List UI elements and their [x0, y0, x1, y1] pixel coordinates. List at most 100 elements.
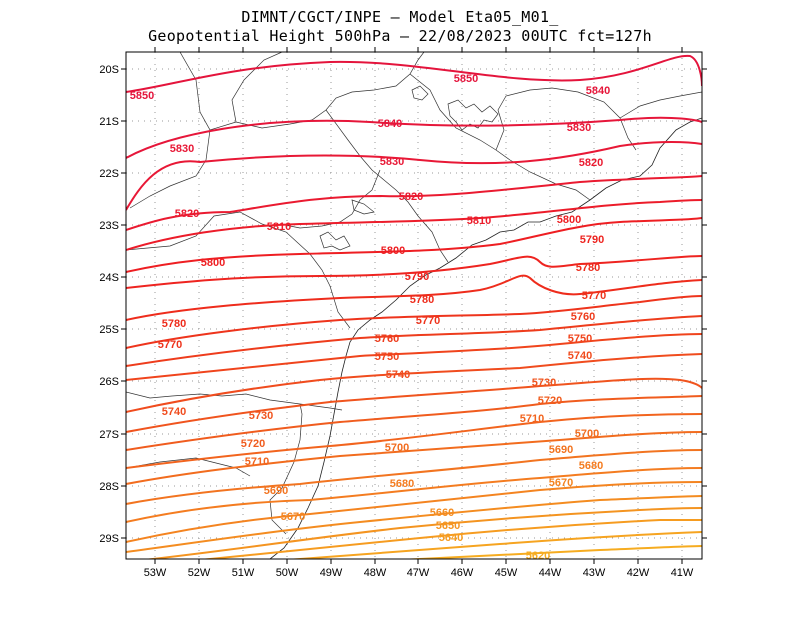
- contour-5700: [126, 431, 702, 485]
- contour-label: 5670: [549, 477, 573, 489]
- lon-label: 53W: [144, 567, 167, 579]
- contour-5750: [126, 333, 702, 381]
- state-borders: [126, 52, 702, 535]
- lat-label: 23S: [99, 220, 119, 232]
- contour-label: 5800: [557, 214, 581, 226]
- lat-label: 22S: [99, 168, 119, 180]
- contour-label: 5670: [281, 511, 305, 523]
- contour-label: 5680: [579, 460, 603, 472]
- contour-5760: [126, 315, 702, 367]
- contour-5720: [126, 395, 702, 451]
- contour-label: 5720: [538, 395, 562, 407]
- contour-label: 5710: [245, 456, 269, 468]
- contour-5740: [126, 353, 702, 413]
- contour-label: 5680: [390, 478, 414, 490]
- contour-label: 5790: [580, 234, 604, 246]
- contour-5630: [286, 531, 702, 559]
- contour-5820: [126, 175, 702, 231]
- lat-label: 21S: [99, 116, 119, 128]
- contour-label: 5810: [267, 221, 291, 233]
- contour-label: 5740: [386, 369, 410, 381]
- lon-label: 44W: [539, 567, 562, 579]
- contour-label: 5820: [399, 191, 423, 203]
- contour-label: 5760: [571, 311, 595, 323]
- contour-label: 5740: [162, 406, 186, 418]
- lon-label: 52W: [188, 567, 211, 579]
- contour-label: 5660: [430, 507, 454, 519]
- contour-5800: [126, 217, 702, 273]
- contour-label: 5780: [162, 318, 186, 330]
- contour-label: 5750: [568, 333, 592, 345]
- coastline: [269, 117, 702, 559]
- lat-ticks: [121, 68, 707, 539]
- lat-label: 29S: [99, 533, 119, 545]
- contour-labels: 5850 5850 5840 5840 5830 5830 5830 5820 …: [130, 73, 610, 562]
- lon-label: 47W: [407, 567, 430, 579]
- contour-5850: [126, 54, 702, 93]
- contour-label: 5830: [170, 143, 194, 155]
- contour-5790: [126, 255, 702, 289]
- contour-label: 5640: [439, 532, 463, 544]
- lat-label: 28S: [99, 481, 119, 493]
- lon-label: 43W: [583, 567, 606, 579]
- lon-label: 50W: [276, 567, 299, 579]
- contour-label: 5690: [549, 444, 573, 456]
- contour-label: 5840: [586, 85, 610, 97]
- contour-5810: [126, 199, 702, 251]
- contour-5670: [126, 481, 702, 543]
- contour-label: 5850: [454, 73, 478, 85]
- contour-label: 5820: [579, 157, 603, 169]
- contour-label: 5770: [158, 339, 182, 351]
- contour-label: 5770: [416, 315, 440, 327]
- contour-label: 5760: [375, 333, 399, 345]
- contour-label: 5750: [375, 351, 399, 363]
- contour-label: 5650: [436, 520, 460, 532]
- contour-label: 5790: [405, 271, 429, 283]
- plot-frame: [125, 51, 703, 560]
- contour-lines: [126, 54, 702, 559]
- contour-5730: [126, 377, 702, 433]
- lat-label: 26S: [99, 376, 119, 388]
- contour-5690: [126, 449, 702, 505]
- lat-label: 27S: [99, 429, 119, 441]
- contour-label: 5700: [575, 428, 599, 440]
- contour-5660: [126, 495, 702, 553]
- contour-5840: [126, 116, 702, 159]
- contour-5710: [126, 413, 702, 469]
- contour-5680: [126, 467, 702, 523]
- contour-label: 5800: [201, 257, 225, 269]
- chart-title-line1: DIMNT/CGCT/INPE – Model Eta05_M01_: [241, 8, 559, 26]
- lon-label: 42W: [627, 567, 650, 579]
- lon-label: 46W: [451, 567, 474, 579]
- contour-label: 5690: [264, 485, 288, 497]
- contour-label: 5810: [467, 215, 491, 227]
- contour-label: 5700: [385, 442, 409, 454]
- map-grid: [126, 52, 702, 559]
- contour-label: 5770: [582, 290, 606, 302]
- lon-labels: 53W 52W 51W 50W 49W 48W 47W 46W 45W 44W …: [144, 567, 694, 579]
- contour-5770: [126, 295, 702, 349]
- contour-label: 5850: [130, 90, 154, 102]
- contour-label: 5780: [576, 262, 600, 274]
- chart-title-line2: Geopotential Height 500hPa – 22/08/2023 …: [148, 27, 652, 45]
- contour-label: 5720: [241, 438, 265, 450]
- contour-label: 5800: [381, 245, 405, 257]
- lat-label: 24S: [99, 272, 119, 284]
- lat-labels: 20S 21S 22S 23S 24S 25S 26S 27S 28S 29S: [99, 64, 119, 545]
- contour-label: 5820: [175, 208, 199, 220]
- lat-label: 25S: [99, 324, 119, 336]
- lat-label: 20S: [99, 64, 119, 76]
- lon-label: 51W: [232, 567, 255, 579]
- contour-label: 5730: [249, 410, 273, 422]
- contour-5640: [199, 519, 702, 559]
- contour-5830: [126, 141, 702, 211]
- contour-label: 5780: [410, 294, 434, 306]
- contour-5650: [144, 507, 702, 559]
- lon-ticks: [154, 47, 683, 564]
- lakes: [319, 85, 499, 251]
- lon-label: 45W: [495, 567, 518, 579]
- lon-label: 49W: [320, 567, 343, 579]
- lon-label: 41W: [671, 567, 694, 579]
- contour-label: 5620: [526, 550, 550, 562]
